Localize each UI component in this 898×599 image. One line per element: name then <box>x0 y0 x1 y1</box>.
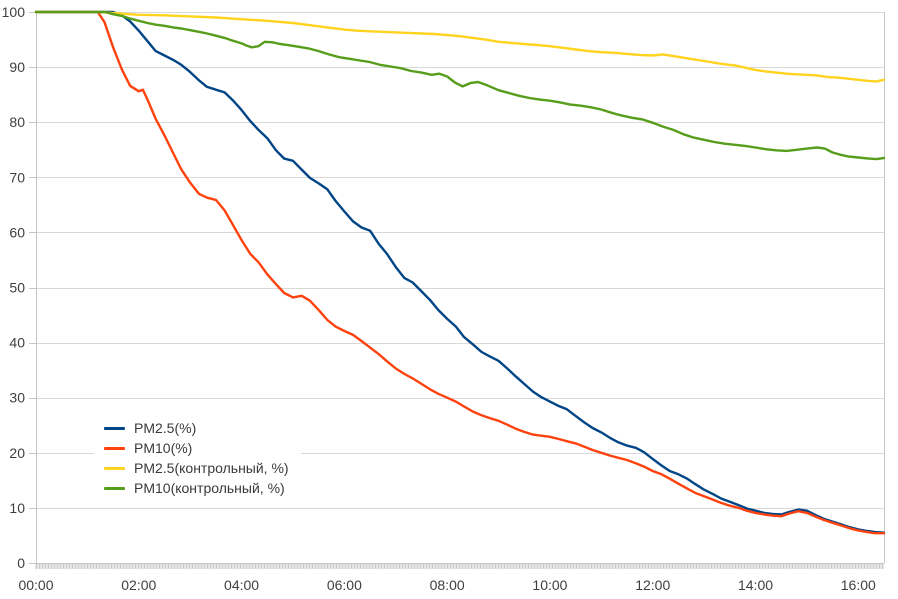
series-lines <box>34 10 886 535</box>
series-line-pm10- <box>34 10 886 161</box>
legend-swatch <box>104 446 125 450</box>
y-axis-tick-label: 30 <box>9 390 25 406</box>
x-minor-ticks <box>35 564 884 569</box>
x-axis-tick-label: 14:00 <box>738 577 773 593</box>
legend-swatch <box>104 486 125 490</box>
y-axis-tick-label: 100 <box>2 4 26 20</box>
y-axis-tick-label: 0 <box>17 555 25 571</box>
x-axis-tick-label: 08:00 <box>430 577 465 593</box>
legend-label: PM2.5(%) <box>134 420 197 436</box>
legend-item: PM10(контрольный, %) <box>104 478 289 498</box>
x-axis-tick-label: 02:00 <box>121 577 156 593</box>
y-axis-tick-label: 80 <box>9 114 25 130</box>
x-axis-tick-label: 00:00 <box>18 577 53 593</box>
legend-label: PM10(%) <box>134 440 193 456</box>
axis-labels: 0 10 20 30 40 50 60 70 80 90 100 00:00 02:00 04:00 06:… <box>2 4 876 593</box>
y-axis-tick-label: 10 <box>9 500 25 516</box>
legend-item: PM10(%) <box>104 438 289 458</box>
x-axis-tick-label: 04:00 <box>224 577 259 593</box>
series-line-pm10- <box>34 10 886 535</box>
legend-label: PM2.5(контрольный, %) <box>134 460 289 476</box>
x-axis-tick-label: 06:00 <box>327 577 362 593</box>
legend-swatch <box>104 466 125 470</box>
series-line-pm2.5- <box>34 10 886 534</box>
x-axis-tick-label: 16:00 <box>841 577 876 593</box>
y-axis-tick-label: 60 <box>9 224 25 240</box>
chart-legend: PM2.5(%) PM10(%) PM2.5(контрольный, %) PM10… <box>94 410 301 506</box>
axis-ticks <box>29 12 36 564</box>
legend-label: PM10(контрольный, %) <box>134 480 285 496</box>
series-line-pm2.5- <box>34 10 886 83</box>
y-axis-tick-label: 50 <box>9 280 25 296</box>
y-axis-tick-label: 40 <box>9 335 25 351</box>
y-axis-tick-label: 20 <box>9 445 25 461</box>
x-axis-tick-label: 10:00 <box>532 577 567 593</box>
legend-item: PM2.5(контрольный, %) <box>104 458 289 478</box>
legend-swatch <box>104 426 125 430</box>
y-axis-tick-label: 70 <box>9 169 25 185</box>
y-axis-tick-label: 90 <box>9 59 25 75</box>
x-axis-tick-label: 12:00 <box>635 577 670 593</box>
legend-item: PM2.5(%) <box>104 418 289 438</box>
